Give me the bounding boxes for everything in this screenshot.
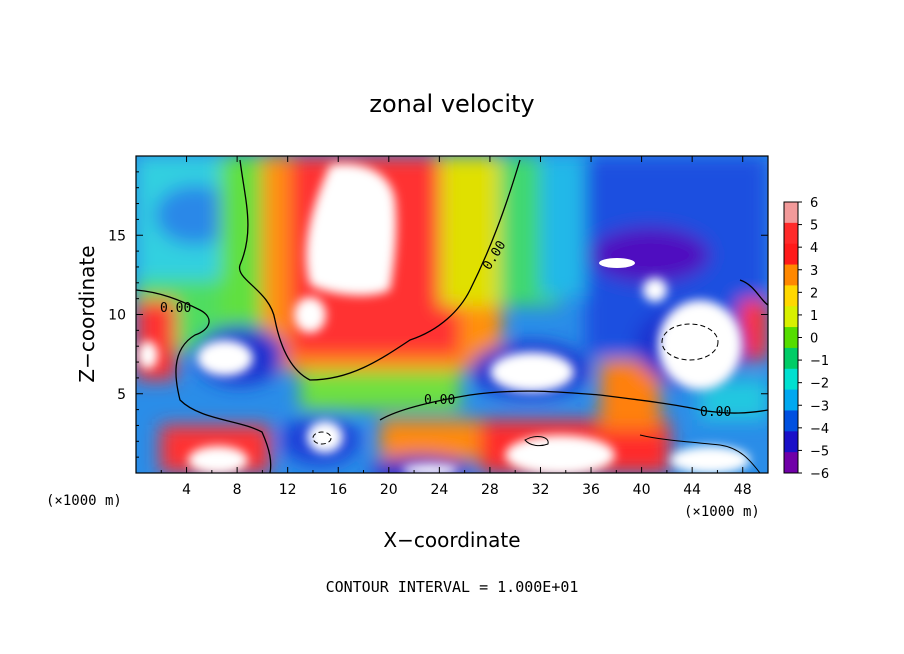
contour-label-left: 0.00 [160, 301, 191, 316]
x-tick-label: 48 [734, 482, 752, 498]
colorbar-swatch [784, 202, 798, 224]
saturated-region-upper [306, 163, 397, 296]
colorbar-swatch [784, 410, 798, 432]
x-axis-unit-right: (×1000 m) [684, 504, 760, 520]
saturated-region-far-left [138, 341, 158, 369]
colorbar-tick-label: 2 [810, 286, 818, 301]
colorbar-tick-label: 1 [810, 309, 818, 324]
saturated-region-far-right [658, 300, 742, 390]
field-region-left-blue-spot [155, 185, 235, 245]
zero-contour-bottom-mid [524, 436, 549, 447]
contour-label-middle: 0.00 [424, 393, 455, 408]
saturated-region-bottom-right [670, 446, 750, 473]
colorbar-labels: 6 5 4 3 2 1 0 −1 −2 −3 −4 −5 −6 [810, 196, 829, 482]
zero-contour-right-lower [639, 434, 761, 473]
x-axis-tick-labels: 4 8 12 16 20 24 28 32 36 40 44 48 [182, 482, 752, 498]
saturated-region-bottom-center [402, 464, 458, 473]
field-region-right-purple [590, 227, 710, 283]
colorbar-swatch [784, 243, 798, 266]
x-tick-label: 20 [380, 482, 398, 498]
plot-area [136, 156, 768, 473]
colorbar-swatch [784, 306, 798, 328]
x-tick-label: 32 [532, 482, 550, 498]
saturated-region-streak-purple [599, 258, 635, 268]
y-tick-label: 15 [108, 228, 126, 244]
colorbar-swatch [784, 452, 798, 474]
colorbar-tick-label: −3 [810, 399, 829, 414]
colorbar-swatch [784, 264, 798, 286]
x-tick-label: 8 [233, 482, 242, 498]
colorbar-swatch [784, 327, 798, 349]
x-tick-label: 4 [182, 482, 191, 498]
x-axis-ticks [160, 156, 744, 473]
y-axis-ticks [136, 171, 768, 458]
colorbar-tick-label: 5 [810, 219, 818, 234]
saturated-region-bottom-mid [505, 435, 615, 473]
saturated-region-upper-lobe [294, 297, 326, 333]
zero-contour-left-lower [136, 289, 272, 473]
x-tick-label: 24 [430, 482, 448, 498]
colorbar-tick-label: −4 [810, 422, 829, 437]
negative-contour-right [661, 323, 719, 361]
x-axis-label: X−coordinate [383, 528, 520, 552]
colorbar-swatch [784, 285, 798, 307]
colorbar-tick-label: −1 [810, 354, 829, 369]
colorbar-tick-label: −6 [810, 467, 829, 482]
x-tick-label: 28 [481, 482, 499, 498]
saturated-regions [138, 163, 750, 473]
colorbar-tick-label: 3 [810, 264, 818, 279]
saturated-region-bottom-left [188, 446, 248, 473]
zero-contour-central [238, 159, 521, 381]
x-tick-label: 16 [329, 482, 347, 498]
colorbar-tick-label: 6 [810, 196, 818, 211]
colorbar-tick-label: −2 [810, 377, 829, 392]
colorbar-swatch [784, 368, 798, 391]
colorbar-swatch [784, 222, 798, 245]
saturated-region-left-2 [307, 421, 343, 453]
field-region-upper-yellow [440, 156, 510, 306]
contour-label-right: 0.00 [700, 405, 731, 420]
y-axis-tick-labels: 5 10 15 [108, 228, 126, 403]
zero-contour-middle-lower [379, 390, 768, 421]
x-axis-unit-left: (×1000 m) [46, 493, 122, 509]
colorbar-swatch [784, 431, 798, 453]
x-tick-label: 40 [633, 482, 651, 498]
colorbar-tick-label: 4 [810, 241, 818, 256]
y-tick-label: 10 [108, 308, 126, 324]
x-tick-label: 12 [279, 482, 297, 498]
colorbar-tick-label: −5 [810, 444, 829, 459]
field-region-far-right-red [740, 300, 768, 360]
x-tick-label: 36 [582, 482, 600, 498]
saturated-region-mid-right [490, 352, 574, 392]
colorbar-swatch [784, 347, 798, 370]
colorbar-tick-label: 0 [810, 332, 818, 347]
zero-contour-right-upper [739, 279, 768, 306]
y-axis-label: Z−coordinate [75, 245, 99, 382]
zero-contours [136, 159, 768, 473]
saturated-region-far-right-lobe [643, 278, 667, 302]
field-region-lower-mid-orange [380, 420, 490, 460]
negative-contours [312, 323, 719, 445]
negative-contour-left [312, 431, 332, 445]
x-tick-label: 44 [683, 482, 701, 498]
contour-interval-note: CONTOUR INTERVAL = 1.000E+01 [326, 578, 579, 596]
colorbar [783, 201, 802, 474]
chart-title: zonal velocity [369, 90, 534, 118]
saturated-region-left-1 [197, 340, 253, 376]
colorbar-swatch [784, 389, 798, 411]
y-tick-label: 5 [117, 387, 126, 403]
